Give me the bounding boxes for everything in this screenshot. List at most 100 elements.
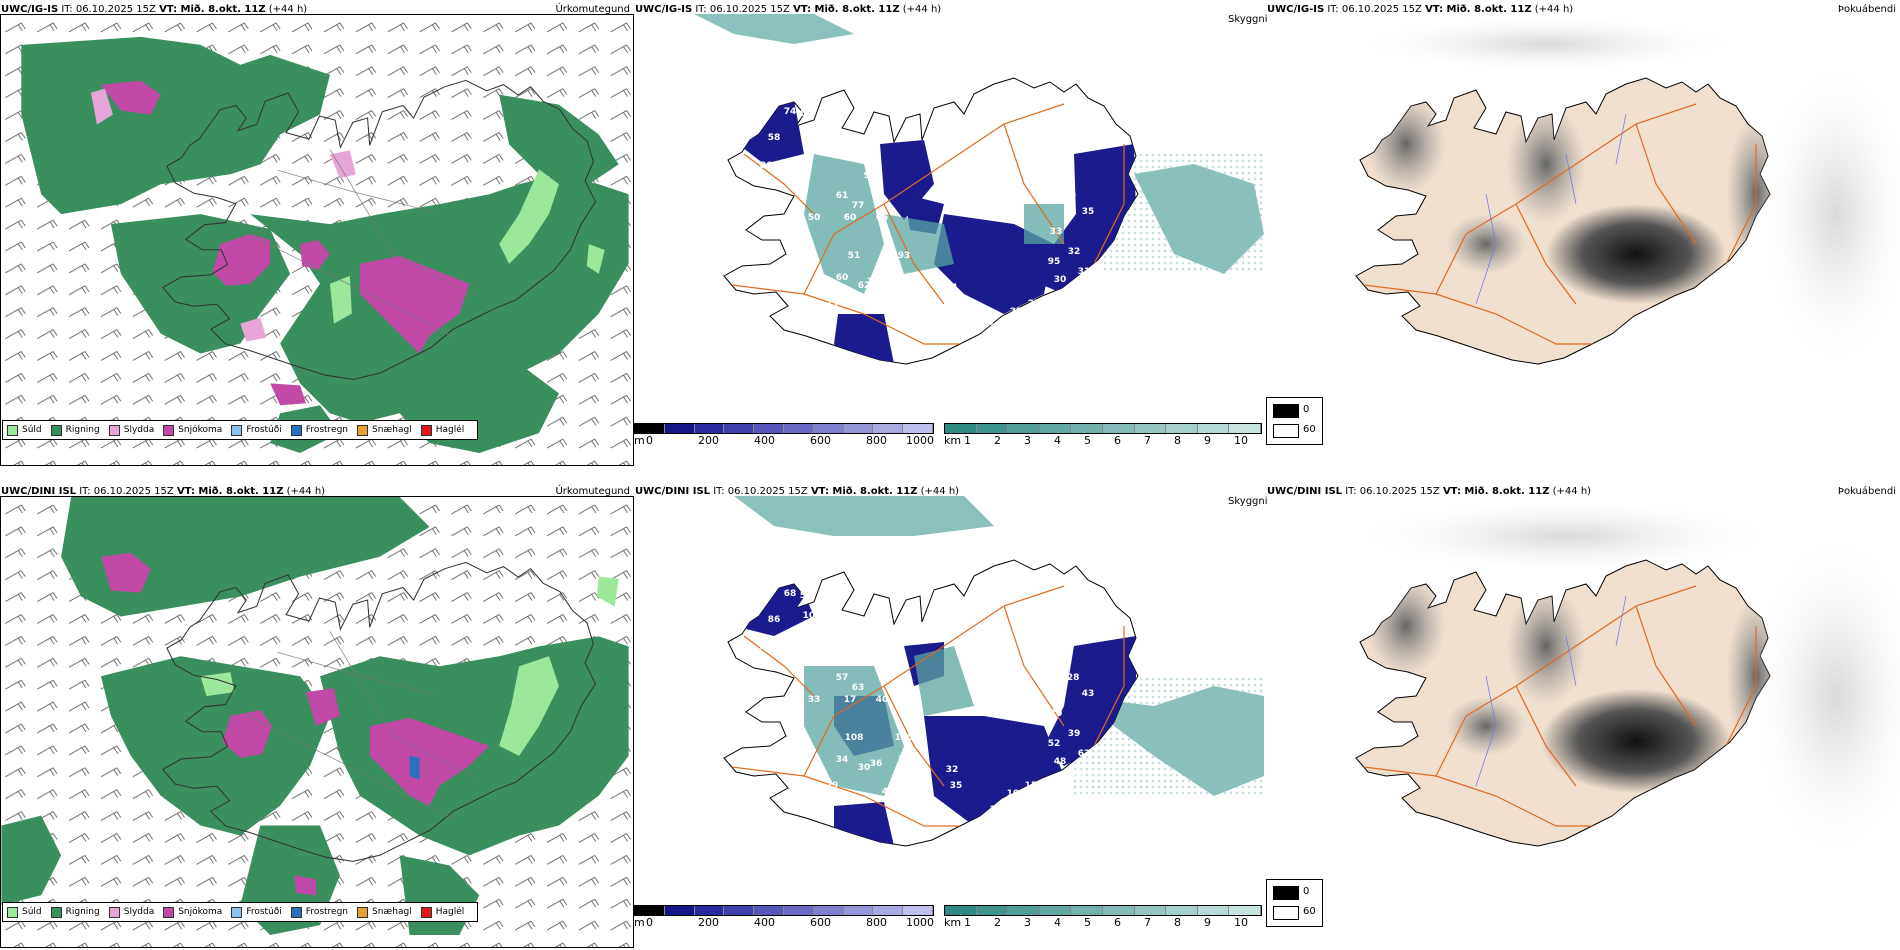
panel-header: UWC/IG-IS IT: 06.10.2025 15Z VT: Mið. 8.… [1,4,307,15]
cloud-base-label: 17 [844,695,857,705]
init-time: IT: 06.10.2025 15Z [1345,486,1440,497]
cloud-base-label: 25 [786,257,799,267]
colorbar-segment [903,424,933,433]
cloud-base-label: 63 [852,683,865,693]
init-time: IT: 06.10.2025 15Z [79,486,174,497]
cloud-base-label: 33 [808,695,821,705]
panel-header: UWC/IG-IS IT: 06.10.2025 15Z VT: Mið. 8.… [635,4,941,15]
colorbar-segment [1039,906,1072,915]
cloud-base-label: 53 [932,419,945,429]
cloud-base-label: 65 [876,213,889,223]
legend-item: Rigning [50,906,100,918]
cloud-base-label: 27 [962,357,975,367]
colorbar-unit: km [944,434,962,447]
legend-label: Frostregn [305,907,349,917]
colorbar-strip [944,905,1262,916]
colorbar-segment [813,906,844,915]
model-name: UWC/IG-IS [1,4,59,15]
legend-swatch [357,424,369,436]
colorbar-segment [1071,424,1103,433]
cloud-base-label: 57 [836,673,849,683]
colorbar-segment [976,906,1009,915]
cloud-base-label: 43 [1082,689,1095,699]
colorbar-segment [873,906,904,915]
legend-swatch [163,906,175,918]
cloud-base-label: 41 [910,349,923,359]
cloud-base-label: 48 [1054,757,1067,767]
colorbar-segment [1134,424,1167,433]
cloud-base-label: 31 [1078,267,1091,277]
colorbar-segment [664,906,695,915]
legend-item: Haglél [420,424,464,436]
colorbar-tick: 10 [1234,916,1248,929]
cloud-base-label: 35 [786,739,799,749]
visibility-inland [804,646,974,796]
colorbar-segment [694,424,725,433]
cloud-base-label: 93 [898,251,911,261]
cloud-base-label: 77 [852,201,865,211]
colorbar-segment [873,424,904,433]
colorbar-tick: 4 [1054,434,1061,447]
colorbar-tick: 3 [1024,434,1031,447]
cloud-base-label: 52 [1048,739,1061,749]
panel-title: Þokuábendi [1837,4,1896,15]
cloud-base-label: 60 [844,213,857,223]
cloud-base-label: 40 [876,695,889,705]
precip-type-panel-row2: UWC/DINI ISL IT: 06.10.2025 15Z VT: Mið.… [0,482,634,949]
cloud-base-panel-row2: UWC/DINI ISL IT: 06.10.2025 15Z VT: Mið.… [634,482,1268,949]
cloud-base-label: 91 [922,865,935,875]
cloud-base-label: 74 [784,107,797,117]
cloud-base-label: 63 [800,109,813,119]
visibility-inland [804,154,1064,294]
model-name: UWC/DINI ISL [1,486,77,497]
fog-index-legend: 0 60 [1266,879,1323,927]
legend-swatch [50,906,62,918]
visibility-colorbar: km 1 2 3 4 5 6 7 8 9 10 [944,905,1262,929]
colorbar-segment [843,424,874,433]
lead-time: (+44 h) [902,4,942,15]
cloud-base-label: 39 [898,755,911,765]
colorbar-segment [1008,424,1040,433]
fog-index-legend: 0 60 [1266,397,1323,445]
valid-time: VT: Mið. 8.okt. 11Z [810,486,918,497]
cloud-base-label: 60 [932,845,945,855]
cloud-base-label: 38 [856,149,869,159]
cloud-base-label: 36 [948,869,961,879]
legend-item: Frostregn [290,424,348,436]
colorbar-tick: 9 [1204,434,1211,447]
panel-title: Skyggni [1228,14,1268,25]
cloud-base-label: 30 [858,763,871,773]
cloud-base-label: 62 [1078,749,1091,759]
cloud-base-label: 28 [1026,329,1039,339]
legend-item: Snjókoma [163,906,222,918]
cloud-base-label: 70 [1050,709,1063,719]
colorbar-segment [783,906,814,915]
legend-item: Rigning [50,424,100,436]
legend-swatch [357,906,369,918]
legend-label: 60 [1303,906,1316,917]
legend-item: Frostregn [290,906,349,918]
legend-label: 60 [1303,424,1316,435]
cloud-base-label: 56 [940,405,953,415]
cloud-base-label: 61 [836,191,849,201]
cloud-base-label: 31 [960,347,973,357]
colorbar-segment [843,906,874,915]
valid-time: VT: Mið. 8.okt. 11Z [1425,4,1532,15]
freezing-rain-field [409,755,420,780]
init-time: IT: 06.10.2025 15Z [713,486,808,497]
colorbar-tick: 1 [964,434,971,447]
cloud-base-label: 53 [942,435,955,445]
river-network [1475,595,1627,787]
cloud-base-label: 81 [946,283,959,293]
cloud-base-label: 180 [895,733,914,743]
lead-time: (+44 h) [268,4,308,15]
legend-swatch [163,424,175,436]
cloud-base-label: 37 [932,363,945,373]
colorbar-tick: 1 [964,916,971,929]
cloud-base-label: 98 [864,653,877,663]
colorbar-segment [1008,906,1040,915]
lead-time: (+44 h) [1534,4,1574,15]
colorbar-tick: 2 [994,434,1001,447]
cloud-base-label: 51 [848,251,861,261]
